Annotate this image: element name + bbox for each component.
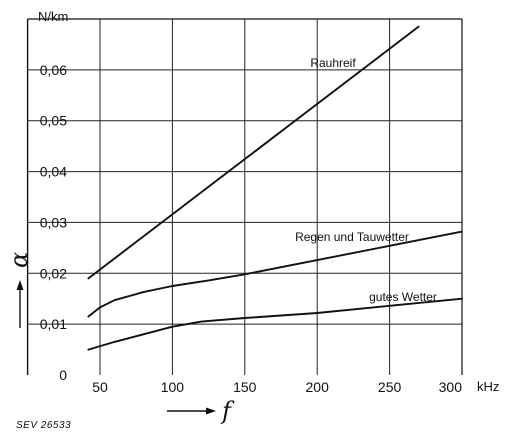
y-unit-label: N/km (38, 9, 68, 24)
y-axis-symbol: α (5, 252, 33, 268)
series-label-1: Rauhreif (310, 56, 356, 70)
x-axis-title: f (167, 397, 235, 425)
x-tick-label: 200 (306, 379, 330, 395)
y-tick-label: 0,04 (40, 164, 67, 180)
y-tick-label: 0 (59, 367, 67, 383)
chart-labels-group: 50 100 150 200 250 300 0 0,01 0,02 0,03 0,04 0,05 0,… (40, 56, 462, 395)
series-line-2 (87, 230, 463, 318)
x-tick-label: 100 (161, 379, 185, 395)
y-tick-label: 0,06 (40, 62, 67, 78)
series-label-3: gutes Wetter (369, 290, 437, 304)
x-axis-arrow-head (206, 407, 216, 415)
series-line-1 (87, 25, 420, 280)
y-axis-title: α (5, 252, 33, 328)
chart-grid (26, 18, 463, 375)
y-axis-arrow-head (16, 280, 24, 290)
x-axis-symbol: f (220, 397, 235, 425)
y-tick-label: 0,02 (40, 265, 67, 281)
x-tick-label: 250 (378, 379, 402, 395)
series-line-3 (87, 297, 463, 351)
chart-series-group (87, 25, 463, 351)
figure-reference: SEV 26533 (16, 420, 71, 431)
x-unit-label: kHz (477, 379, 499, 394)
series-label-2: Regen und Tauwetter (295, 230, 409, 244)
y-tick-label: 0,01 (40, 316, 67, 332)
x-tick-label: 150 (233, 379, 257, 395)
x-tick-label: 300 (439, 379, 463, 395)
y-tick-label: 0,05 (40, 113, 67, 129)
y-tick-label: 0,03 (40, 214, 67, 230)
x-tick-label: 50 (92, 379, 108, 395)
